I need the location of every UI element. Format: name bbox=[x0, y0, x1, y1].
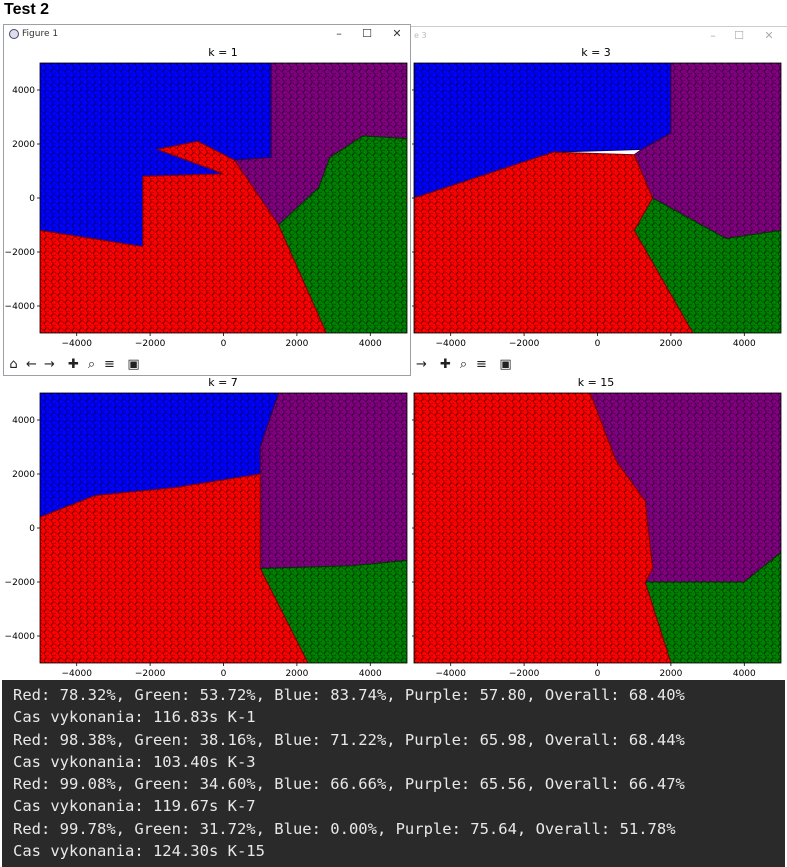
figure-toolbar: ⌂ ← → ✚ ⌕ ≡ ▣ bbox=[5, 354, 142, 374]
red-points bbox=[414, 152, 693, 333]
blue-points bbox=[40, 63, 272, 247]
page-heading: Test 2 bbox=[4, 1, 50, 18]
x-tick-label: 0 bbox=[595, 669, 601, 679]
console-line: Cas vykonania: 116.83s K-1 bbox=[13, 708, 256, 727]
pan-icon[interactable]: ✚ bbox=[68, 356, 79, 372]
y-tick-label: 0 bbox=[29, 524, 35, 534]
bg-maximize-button[interactable]: ☐ bbox=[734, 29, 744, 42]
x-tick-label: 0 bbox=[221, 339, 227, 349]
home-icon[interactable]: ⌂ bbox=[9, 356, 18, 372]
x-tick-label: 4000 bbox=[359, 669, 382, 679]
x-tick-label: 4000 bbox=[359, 339, 382, 349]
x-tick-label: 2000 bbox=[659, 339, 682, 349]
chart-k15: −4000 −2000 0 2000 4000 bbox=[412, 392, 782, 679]
green-points bbox=[645, 552, 781, 663]
console-line: Red: 98.38%, Green: 38.16%, Blue: 71.22%… bbox=[13, 730, 685, 749]
x-tick-label: 2000 bbox=[285, 669, 308, 679]
red-points bbox=[414, 393, 671, 663]
blue-points bbox=[414, 63, 671, 198]
green-points bbox=[634, 198, 781, 333]
background-window: e 3 – ☐ ✕ bbox=[410, 26, 787, 47]
background-toolbar: → ✚ ⌕ ≡ ▣ bbox=[413, 354, 514, 374]
x-tick-label: 2000 bbox=[285, 339, 308, 349]
figure-icon bbox=[9, 29, 19, 39]
maximize-button[interactable]: ☐ bbox=[362, 27, 372, 40]
x-tick-label: 4000 bbox=[733, 339, 756, 349]
y-tick-label: 4000 bbox=[12, 86, 35, 96]
chart-k7: −4000 −2000 0 2000 4000 4000 2000 0 −2000 −4000 bbox=[5, 392, 408, 679]
background-window-title: e 3 bbox=[414, 31, 427, 40]
y-tick-label: 2000 bbox=[12, 470, 35, 480]
close-button[interactable]: ✕ bbox=[392, 27, 402, 40]
x-tick-label: −4000 bbox=[61, 669, 92, 679]
console-line: Red: 99.78%, Green: 31.72%, Blue: 0.00%,… bbox=[13, 819, 676, 838]
console-line: Cas vykonania: 124.30s K-15 bbox=[13, 842, 265, 861]
console-output: Red: 78.32%, Green: 53.72%, Blue: 83.74%… bbox=[2, 680, 785, 867]
window-titlebar[interactable]: Figure 1 – ☐ ✕ bbox=[4, 25, 410, 45]
x-tick-label: −2000 bbox=[509, 669, 540, 679]
console-line: Cas vykonania: 103.40s K-3 bbox=[13, 752, 256, 771]
y-tick-label: 0 bbox=[29, 194, 35, 204]
purple-points bbox=[260, 393, 407, 569]
x-tick-label: −4000 bbox=[435, 669, 466, 679]
save-icon[interactable]: ▣ bbox=[127, 356, 140, 372]
chart-k1: −4000 −2000 0 2000 4000 4000 2000 0 −2000 −4000 bbox=[5, 62, 408, 349]
x-tick-label: 0 bbox=[221, 669, 227, 679]
plot-title-k1: k = 1 bbox=[208, 46, 238, 59]
x-tick-label: −2000 bbox=[509, 339, 540, 349]
minimize-button[interactable]: – bbox=[336, 27, 342, 40]
purple-points bbox=[230, 63, 407, 225]
y-tick-label: −4000 bbox=[5, 302, 36, 312]
y-tick-label: −2000 bbox=[5, 578, 36, 588]
red-points bbox=[40, 474, 308, 663]
x-tick-label: −2000 bbox=[135, 339, 166, 349]
x-tick-label: 0 bbox=[595, 339, 601, 349]
x-tick-label: −4000 bbox=[61, 339, 92, 349]
configure-subplots-icon[interactable]: ≡ bbox=[104, 356, 115, 372]
save-icon[interactable]: ▣ bbox=[499, 356, 512, 372]
configure-subplots-icon[interactable]: ≡ bbox=[476, 356, 487, 372]
purple-points bbox=[634, 63, 781, 239]
green-points bbox=[260, 560, 407, 663]
console-line: Cas vykonania: 119.67s K-7 bbox=[13, 797, 256, 816]
console-line: Red: 78.32%, Green: 53.72%, Blue: 83.74%… bbox=[13, 686, 685, 704]
x-tick-label: −2000 bbox=[135, 669, 166, 679]
forward-icon[interactable]: → bbox=[416, 356, 427, 372]
back-icon[interactable]: ← bbox=[26, 356, 37, 372]
x-tick-label: 4000 bbox=[733, 669, 756, 679]
chart-k3: −4000 −2000 0 2000 4000 bbox=[412, 62, 782, 349]
plot-title-k3: k = 3 bbox=[581, 46, 611, 59]
console-line: Red: 99.08%, Green: 34.60%, Blue: 66.66%… bbox=[13, 775, 685, 794]
bg-close-button[interactable]: ✕ bbox=[764, 29, 774, 42]
blue-points bbox=[40, 393, 279, 518]
x-tick-label: 2000 bbox=[659, 669, 682, 679]
zoom-icon[interactable]: ⌕ bbox=[459, 356, 468, 372]
x-tick-label: −4000 bbox=[435, 339, 466, 349]
zoom-icon[interactable]: ⌕ bbox=[87, 356, 96, 372]
y-tick-label: −2000 bbox=[5, 248, 36, 258]
y-tick-label: −4000 bbox=[5, 632, 36, 642]
plot-title-k7: k = 7 bbox=[208, 376, 238, 389]
pan-icon[interactable]: ✚ bbox=[440, 356, 451, 372]
green-points bbox=[278, 135, 407, 333]
bg-minimize-button[interactable]: – bbox=[710, 29, 716, 42]
plot-title-k15: k = 15 bbox=[577, 376, 615, 389]
y-tick-label: 2000 bbox=[12, 140, 35, 150]
forward-icon[interactable]: → bbox=[44, 356, 55, 372]
red-points bbox=[40, 141, 327, 333]
purple-points bbox=[590, 393, 781, 582]
y-tick-label: 4000 bbox=[12, 416, 35, 426]
window-title: Figure 1 bbox=[22, 29, 59, 39]
